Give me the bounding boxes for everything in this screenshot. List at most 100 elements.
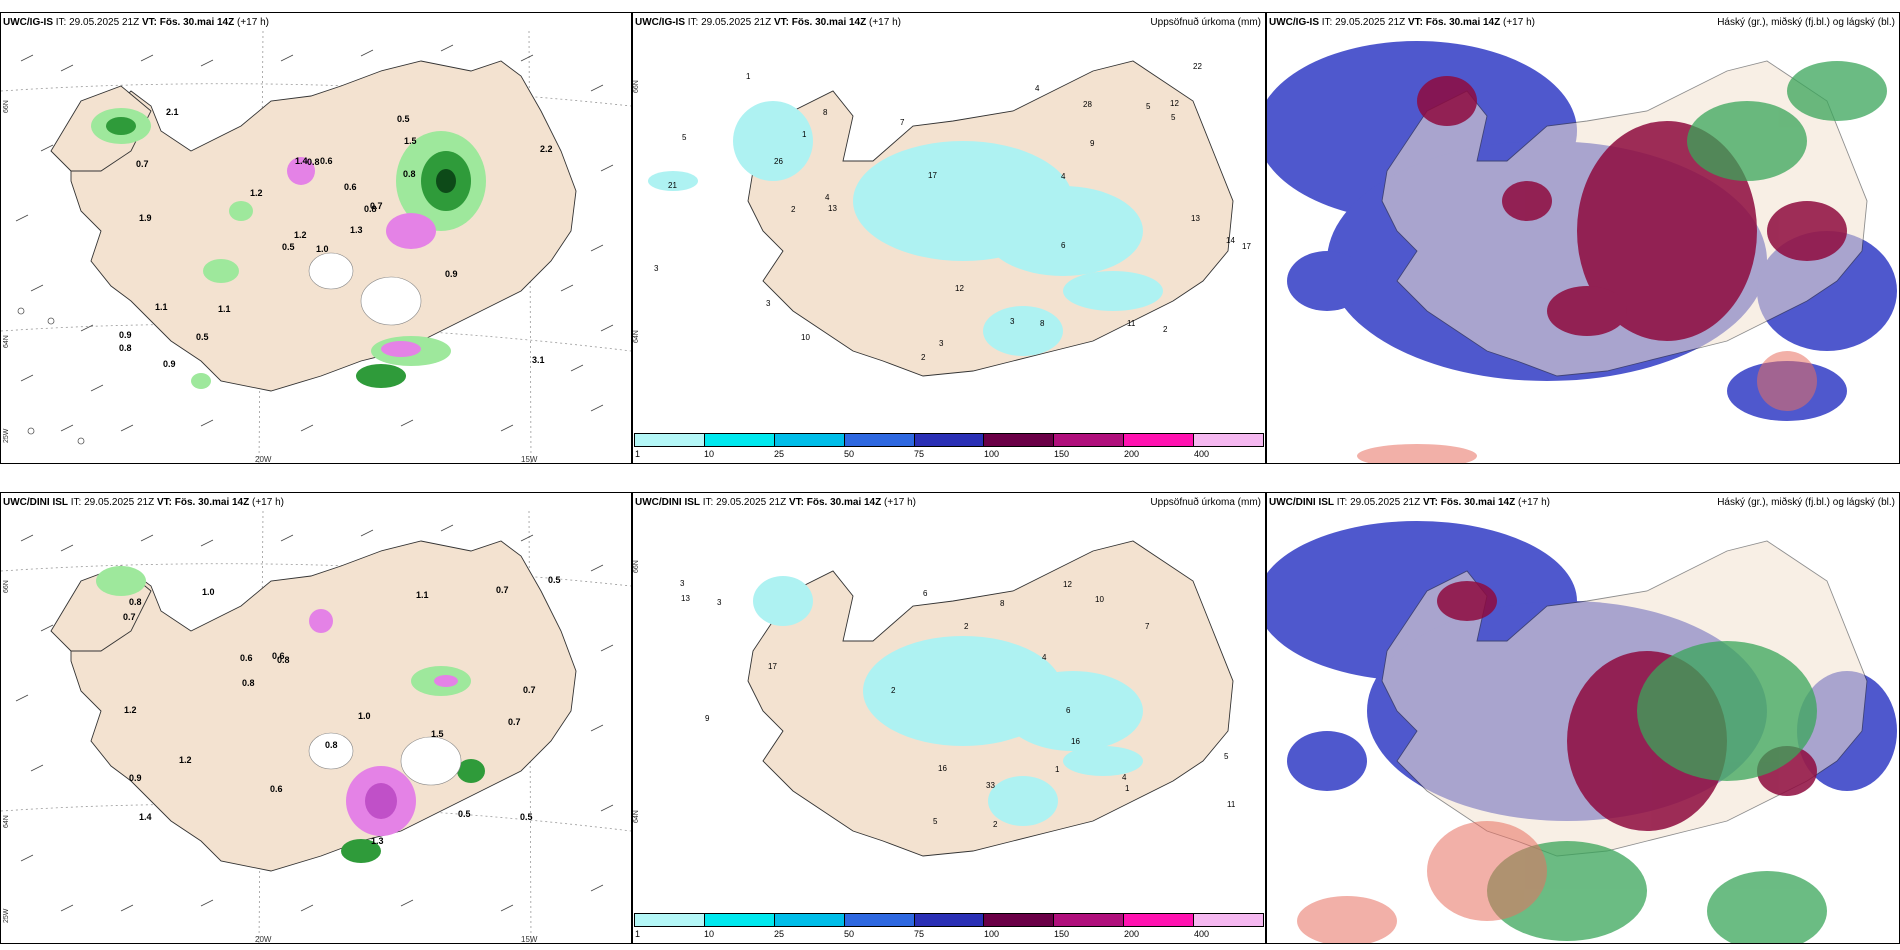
map-value-label: 1 (746, 72, 751, 81)
map-value-label: 0.6 (344, 182, 357, 192)
map-value-label: 0.8 (119, 343, 132, 353)
colorbar-seg-5 (984, 913, 1055, 927)
map-value-label: 8 (1040, 319, 1045, 328)
precip-map: 1.50.71.41.00.80.50.91.10.61.30.71.20.80… (1, 511, 631, 943)
panel-header: UWC/IG-IS IT: 29.05.2025 21Z VT: Fös. 30… (1269, 17, 1535, 28)
colorbar-label: 10 (704, 929, 715, 939)
map-value-label: 0.6 (272, 651, 285, 661)
colorbar-seg-3 (844, 433, 915, 447)
map-value-label: 0.7 (496, 585, 509, 595)
colorbar-seg-0 (634, 433, 705, 447)
colorbar-label: 50 (844, 929, 855, 939)
map-value-label: 1.2 (179, 755, 192, 765)
panel-header: UWC/IG-IS IT: 29.05.2025 21Z VT: Fös. 30… (3, 17, 269, 28)
colorbar-labels: 1 10 25 50 75 100 150 200 400 (634, 449, 1264, 460)
map-value-label: 6 (1066, 706, 1071, 715)
map-value-label: 1.5 (404, 136, 417, 146)
vt-label: VT: (773, 17, 789, 28)
it-value: 29.05.2025 21Z (701, 17, 772, 28)
map-value-label: 0.8 (242, 678, 255, 688)
precip-map: 1.0 0.7 1.2 0.9 0.8 1.1 0.5 0.6 1.5 1.3 2.1 3.1 1.9 2… (1, 31, 631, 463)
map-value-label: 1 (802, 130, 807, 139)
map-value-label: 4 (1122, 773, 1127, 782)
accum-areas (648, 101, 1163, 356)
model-name: UWC/IG-IS (3, 17, 53, 28)
map-value-label: 0.5 (548, 575, 561, 585)
map-value-label: 7 (1145, 622, 1150, 631)
map-value-label: 4 (1042, 653, 1047, 662)
panel-subtitle: Háský (gr.), miðský (fj.bl.) og lágský (… (1717, 497, 1895, 508)
map-value-label: 0.6 (240, 653, 253, 663)
panel-dini-clouds: UWC/DINI ISL IT: 29.05.2025 21Z VT: Fös.… (1266, 492, 1900, 944)
map-value-label: 12 (955, 284, 964, 293)
lat-label-66n: 66N (633, 80, 640, 93)
map-value-label: 0.5 (520, 812, 533, 822)
map-value-label: 1.9 (139, 213, 152, 223)
map-value-label: 16 (1071, 737, 1080, 746)
map-value-label: 0.9 (129, 773, 142, 783)
map-value-label: 7 (900, 118, 905, 127)
map-value-label: 0.5 (397, 114, 410, 124)
vt-value: Fös. 30.mai 14Z (1440, 497, 1516, 508)
lead-time: (+17 h) (1518, 497, 1550, 508)
map-value-label: 0.8 (129, 597, 142, 607)
map-value-label: 6 (1061, 241, 1066, 250)
colorbar-seg-7 (1124, 433, 1195, 447)
colorbar-label: 75 (914, 449, 925, 459)
map-value-label: 1.4 (139, 812, 152, 822)
map-value-label: 0.8 (277, 655, 290, 665)
colorbar-seg-8 (1194, 913, 1265, 927)
model-name: UWC/DINI ISL (1269, 497, 1334, 508)
precip-areas (91, 108, 486, 389)
lead-time: (+17 h) (252, 497, 284, 508)
map-value-label: 17 (928, 171, 937, 180)
it-value: 29.05.2025 21Z (1335, 17, 1406, 28)
panel-subtitle: Uppsöfnuð úrkoma (mm) (1150, 17, 1261, 28)
accum-areas (753, 576, 1143, 826)
high-cloud-layer (1687, 61, 1887, 181)
colorbar-label: 10 (704, 449, 715, 459)
map-value-label: 0.8 (364, 204, 377, 214)
map-value-label: 0.7 (123, 612, 136, 622)
map-value-label: 4 (825, 193, 830, 202)
it-value: 29.05.2025 21Z (716, 497, 787, 508)
map-value-label: 1.1 (218, 304, 231, 314)
precip-areas (96, 566, 485, 863)
map-value-label: 28 (1083, 100, 1092, 109)
glacier-hatch (308, 732, 462, 786)
map-value-label: 1.1 (155, 302, 168, 312)
lat-label-64n: 64N (3, 815, 10, 828)
colorbar-label: 100 (984, 449, 1000, 459)
colorbar-seg-1 (704, 433, 775, 447)
wind-barbs (15, 44, 614, 432)
calm-circles (17, 307, 85, 445)
cloud-map (1267, 41, 1897, 463)
colorbar-seg-0 (634, 913, 705, 927)
colorbar-seg-2 (774, 433, 845, 447)
panel-dini-accum: UWC/DINI ISL IT: 29.05.2025 21Z VT: Fös.… (632, 492, 1266, 944)
map-value-label: 1.0 (316, 244, 329, 254)
colorbar-label: 100 (984, 929, 1000, 939)
map-value-label: 21 (668, 181, 677, 190)
panel-ig-clouds: UWC/IG-IS IT: 29.05.2025 21Z VT: Fös. 30… (1266, 12, 1900, 464)
map-value-label: 1.3 (350, 225, 363, 235)
map-value-label: 4 (1035, 84, 1040, 93)
lat-label-66n: 66N (633, 560, 640, 573)
map-value-label: 0.8 (403, 169, 416, 179)
high-cloud-edge (1357, 351, 1817, 463)
map-value-label: 0.7 (523, 685, 536, 695)
colorbar-label: 400 (1194, 929, 1210, 939)
panel-subtitle: Háský (gr.), miðský (fj.bl.) og lágský (… (1717, 17, 1895, 28)
map-value-label: 0.7 (136, 159, 149, 169)
map-value-label: 0.6 (270, 784, 283, 794)
it-value: 29.05.2025 21Z (1350, 497, 1421, 508)
colorbar-seg-6 (1054, 913, 1125, 927)
lat-label-64n: 64N (633, 810, 640, 823)
map-value-label: 0.8 (325, 740, 338, 750)
map-value-label: 26 (774, 157, 783, 166)
map-value-label: 0.5 (196, 332, 209, 342)
map-value-label: 8 (1000, 599, 1005, 608)
map-value-label: 6 (923, 589, 928, 598)
